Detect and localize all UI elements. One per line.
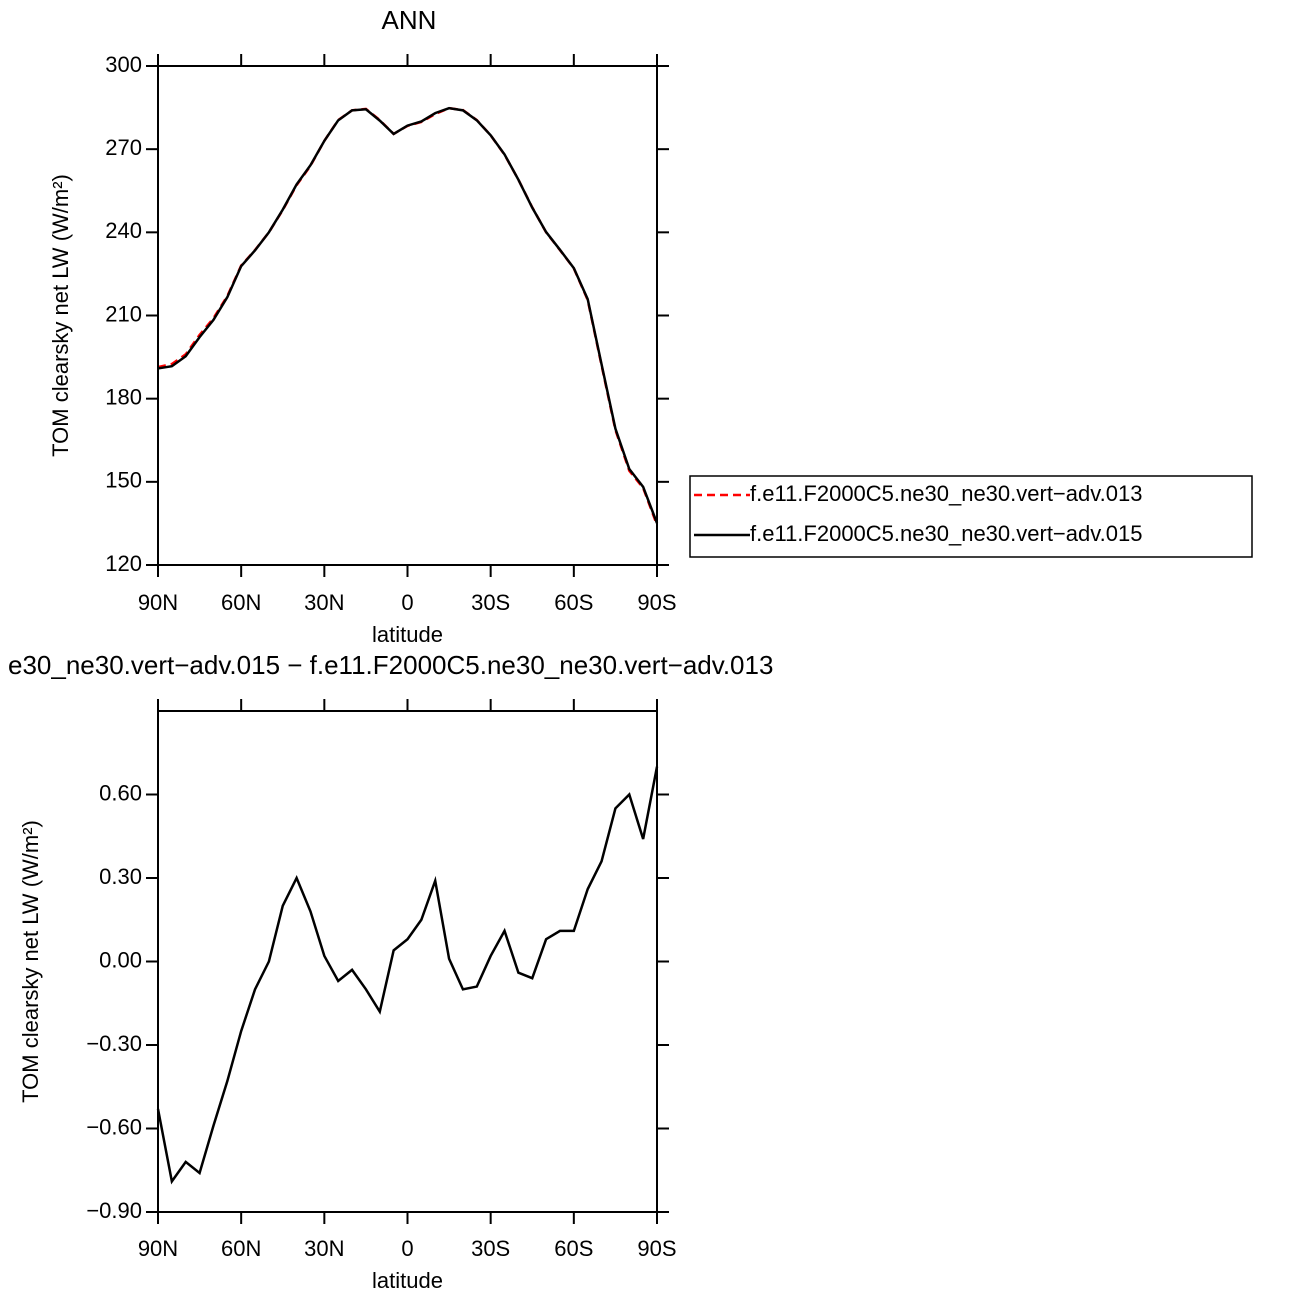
legend-label: f.e11.F2000C5.ne30_ne30.vert−adv.013: [750, 481, 1142, 506]
y-tick-label: 0.00: [99, 947, 142, 972]
y-tick-label: 240: [105, 218, 142, 243]
y-tick-label: 120: [105, 551, 142, 576]
data-line: [157, 106, 659, 524]
x-tick-label: 30S: [471, 1236, 510, 1261]
x-axis-label: latitude: [372, 622, 443, 647]
x-tick-label: 30N: [304, 1236, 344, 1261]
x-tick-label: 0: [401, 1236, 413, 1261]
y-tick-label: 0.30: [99, 864, 142, 889]
chart-title: ANN: [382, 5, 437, 35]
y-tick-label: −0.90: [86, 1198, 142, 1223]
x-tick-label: 60N: [221, 1236, 261, 1261]
y-tick-label: −0.60: [86, 1114, 142, 1139]
x-tick-label: 60S: [554, 590, 593, 615]
y-tick-label: 0.60: [99, 780, 142, 805]
x-tick-label: 90N: [138, 1236, 178, 1261]
y-axis-label: TOM clearsky net LW (W/m²): [48, 174, 73, 457]
chart-title: e30_ne30.vert−adv.015 − f.e11.F2000C5.ne…: [8, 650, 773, 680]
x-tick-label: 0: [401, 590, 413, 615]
y-tick-label: 300: [105, 52, 142, 77]
y-tick-label: 180: [105, 384, 142, 409]
y-axis-label: TOM clearsky net LW (W/m²): [18, 820, 43, 1103]
x-tick-label: 90S: [637, 590, 676, 615]
y-tick-label: 210: [105, 301, 142, 326]
x-axis-label: latitude: [372, 1268, 443, 1293]
x-tick-label: 30S: [471, 590, 510, 615]
data-line: [157, 106, 659, 526]
x-tick-label: 90S: [637, 1236, 676, 1261]
data-line: [156, 766, 659, 1185]
legend-box: [689, 475, 1253, 558]
y-tick-label: 270: [105, 135, 142, 160]
x-tick-label: 60S: [554, 1236, 593, 1261]
legend-label: f.e11.F2000C5.ne30_ne30.vert−adv.015: [750, 521, 1142, 546]
x-tick-label: 90N: [138, 590, 178, 615]
x-tick-label: 60N: [221, 590, 261, 615]
x-tick-label: 30N: [304, 590, 344, 615]
plot-frame: [157, 65, 658, 566]
y-tick-label: −0.30: [86, 1031, 142, 1056]
y-tick-label: 150: [105, 468, 142, 493]
plot-frame: [157, 710, 658, 1213]
